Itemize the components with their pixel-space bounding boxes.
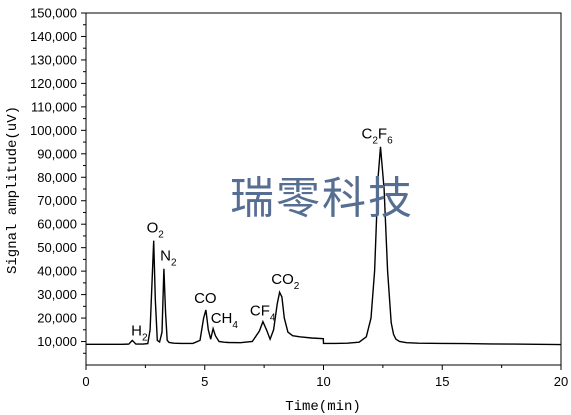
y-tick-label: 90,000	[37, 146, 77, 161]
y-tick-label: 50,000	[37, 240, 77, 255]
y-tick-label: 40,000	[37, 264, 77, 279]
peak-annotations: H2 O2 N2 CO CH4 CF4 CO2 C2F6	[131, 126, 393, 344]
peak-label: H2	[131, 323, 148, 344]
peak-label: CH4	[211, 310, 239, 331]
peak-label: N2	[160, 248, 177, 269]
x-tick-label: 10	[316, 374, 330, 389]
peak-label: CF4	[250, 303, 276, 324]
x-tick-label: 5	[201, 374, 208, 389]
y-tick-label: 30,000	[37, 287, 77, 302]
y-tick-label: 60,000	[37, 217, 77, 232]
peak-label: CO	[194, 290, 217, 307]
y-tick-label: 110,000	[31, 99, 77, 114]
y-tick-label: 150,000	[30, 6, 77, 21]
y-tick-label: 130,000	[30, 52, 77, 67]
series-line	[86, 146, 562, 346]
y-tick-label: 20,000	[37, 311, 77, 326]
peak-label: C2F6	[362, 126, 394, 147]
y-tick-label: 70,000	[37, 193, 77, 208]
watermark-text: 瑞零科技	[230, 173, 414, 224]
y-axis-ticks: 10,000 20,000 30,000 40,000 50,000 60,000 70,0…	[30, 6, 86, 354]
peak-label: O2	[147, 219, 165, 240]
y-tick-label: 80,000	[37, 170, 77, 185]
y-axis-title: Signal amplitude(uV)	[5, 106, 21, 274]
y-tick-label: 10,000	[37, 334, 77, 349]
y-tick-label: 120,000	[30, 76, 77, 91]
x-tick-label: 20	[554, 374, 568, 389]
y-tick-label: 140,000	[30, 29, 77, 44]
x-axis-title: Time(min)	[285, 399, 361, 415]
y-tick-label: 100,000	[30, 123, 77, 138]
x-tick-label: 15	[435, 374, 449, 389]
x-tick-label: 0	[82, 374, 89, 389]
peak-label: CO2	[271, 271, 300, 292]
x-axis-ticks: 0 5 10 15 20	[82, 365, 568, 389]
